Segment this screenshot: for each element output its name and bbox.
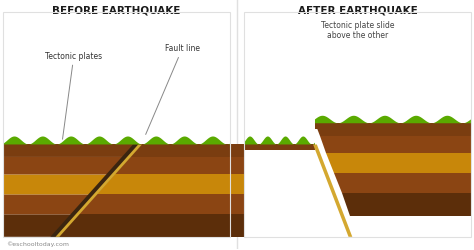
Polygon shape: [230, 145, 244, 157]
Polygon shape: [3, 194, 95, 214]
Text: AFTER EARTHQUAKE: AFTER EARTHQUAKE: [298, 6, 418, 16]
Polygon shape: [3, 214, 78, 237]
Polygon shape: [244, 145, 315, 150]
Polygon shape: [113, 157, 230, 175]
Polygon shape: [230, 194, 244, 214]
Text: BEFORE EARTHQUAKE: BEFORE EARTHQUAKE: [52, 6, 181, 16]
Polygon shape: [342, 193, 471, 216]
Polygon shape: [313, 145, 352, 237]
Polygon shape: [315, 124, 471, 136]
Polygon shape: [230, 157, 244, 175]
Polygon shape: [320, 136, 471, 154]
Polygon shape: [129, 145, 230, 157]
Polygon shape: [55, 145, 142, 237]
Polygon shape: [3, 137, 230, 145]
Polygon shape: [315, 116, 471, 124]
Polygon shape: [315, 124, 471, 129]
Text: Fault line: Fault line: [146, 44, 200, 135]
Text: ©eschooltoday.com: ©eschooltoday.com: [6, 240, 69, 246]
Text: Tectonic plates: Tectonic plates: [46, 52, 102, 140]
Polygon shape: [230, 175, 244, 195]
Polygon shape: [327, 154, 471, 174]
Polygon shape: [78, 194, 230, 214]
Polygon shape: [3, 157, 129, 175]
Text: Tectonic plate slide
above the other: Tectonic plate slide above the other: [321, 20, 394, 40]
Polygon shape: [3, 145, 140, 157]
Polygon shape: [334, 174, 471, 193]
Polygon shape: [230, 214, 244, 237]
Polygon shape: [3, 145, 230, 150]
Polygon shape: [244, 137, 315, 145]
Polygon shape: [95, 175, 230, 195]
Polygon shape: [57, 214, 230, 237]
Polygon shape: [3, 175, 113, 195]
Polygon shape: [50, 145, 142, 237]
